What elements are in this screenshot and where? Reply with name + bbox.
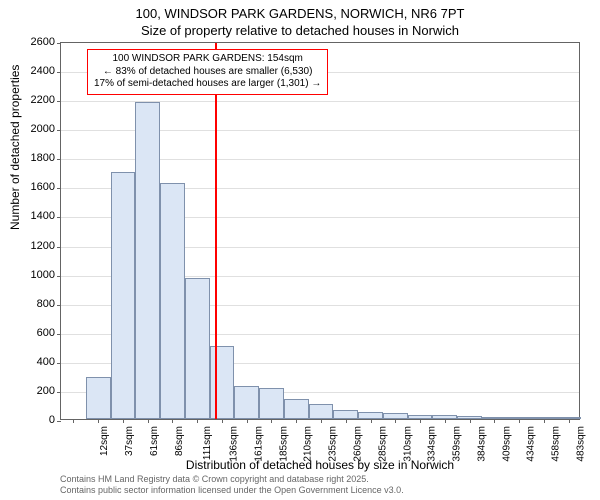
y-tick-label: 1000 xyxy=(15,269,55,281)
annotation-line: ← 83% of detached houses are smaller (6,… xyxy=(94,66,321,79)
annotation-box: 100 WINDSOR PARK GARDENS: 154sqm← 83% of… xyxy=(87,49,328,95)
x-tick-mark xyxy=(371,419,372,423)
histogram-bar xyxy=(210,346,235,419)
histogram-bar xyxy=(111,172,136,419)
x-tick-mark xyxy=(247,419,248,423)
footer-line-2: Contains public sector information licen… xyxy=(60,485,404,496)
x-tick-mark xyxy=(519,419,520,423)
y-tick-mark xyxy=(57,363,61,364)
histogram-bar xyxy=(333,410,358,419)
histogram-bar xyxy=(135,102,160,419)
x-tick-mark xyxy=(98,419,99,423)
histogram-chart: 100, WINDSOR PARK GARDENS, NORWICH, NR6 … xyxy=(0,0,600,500)
x-tick-label: 483sqm xyxy=(575,426,586,462)
histogram-bar xyxy=(259,388,284,419)
x-tick-label: 359sqm xyxy=(452,426,463,462)
y-tick-mark xyxy=(57,43,61,44)
x-tick-label: 161sqm xyxy=(254,426,265,462)
histogram-bar xyxy=(284,399,309,419)
y-tick-label: 2400 xyxy=(15,65,55,77)
histogram-bar xyxy=(160,183,185,419)
x-tick-mark xyxy=(494,419,495,423)
y-tick-mark xyxy=(57,217,61,218)
x-tick-label: 409sqm xyxy=(501,426,512,462)
y-tick-mark xyxy=(57,305,61,306)
x-tick-mark xyxy=(197,419,198,423)
y-tick-mark xyxy=(57,188,61,189)
y-tick-label: 1400 xyxy=(15,210,55,222)
y-tick-mark xyxy=(57,421,61,422)
footer-line-1: Contains HM Land Registry data © Crown c… xyxy=(60,474,404,485)
y-tick-mark xyxy=(57,247,61,248)
y-tick-label: 2000 xyxy=(15,123,55,135)
histogram-bar xyxy=(86,377,111,419)
y-tick-mark xyxy=(57,392,61,393)
chart-title: 100, WINDSOR PARK GARDENS, NORWICH, NR6 … xyxy=(0,0,600,21)
x-tick-mark xyxy=(73,419,74,423)
x-tick-label: 185sqm xyxy=(278,426,289,462)
x-tick-mark xyxy=(346,419,347,423)
y-tick-mark xyxy=(57,130,61,131)
histogram-bar xyxy=(234,386,259,419)
x-tick-mark xyxy=(271,419,272,423)
x-tick-label: 310sqm xyxy=(402,426,413,462)
x-tick-mark xyxy=(222,419,223,423)
plot-area: 100 WINDSOR PARK GARDENS: 154sqm← 83% of… xyxy=(60,42,580,420)
y-tick-label: 1200 xyxy=(15,240,55,252)
y-tick-mark xyxy=(57,72,61,73)
x-tick-label: 136sqm xyxy=(229,426,240,462)
x-tick-mark xyxy=(123,419,124,423)
annotation-line: 17% of semi-detached houses are larger (… xyxy=(94,78,321,91)
y-tick-label: 2200 xyxy=(15,94,55,106)
x-tick-mark xyxy=(420,419,421,423)
x-tick-label: 384sqm xyxy=(476,426,487,462)
x-tick-mark xyxy=(395,419,396,423)
y-tick-label: 1600 xyxy=(15,181,55,193)
y-tick-mark xyxy=(57,276,61,277)
x-tick-label: 210sqm xyxy=(303,426,314,462)
x-tick-label: 12sqm xyxy=(99,426,110,456)
x-tick-mark xyxy=(172,419,173,423)
x-tick-mark xyxy=(445,419,446,423)
y-tick-label: 2600 xyxy=(15,36,55,48)
annotation-line: 100 WINDSOR PARK GARDENS: 154sqm xyxy=(94,53,321,66)
y-tick-mark xyxy=(57,334,61,335)
y-tick-mark xyxy=(57,159,61,160)
y-tick-label: 600 xyxy=(15,327,55,339)
x-tick-label: 285sqm xyxy=(377,426,388,462)
y-tick-label: 400 xyxy=(15,356,55,368)
x-tick-label: 111sqm xyxy=(203,426,214,460)
x-tick-mark xyxy=(569,419,570,423)
x-tick-label: 86sqm xyxy=(174,426,185,456)
x-tick-mark xyxy=(148,419,149,423)
y-tick-label: 1800 xyxy=(15,152,55,164)
x-tick-mark xyxy=(321,419,322,423)
histogram-bar xyxy=(185,278,210,419)
x-tick-label: 260sqm xyxy=(353,426,364,462)
x-tick-label: 458sqm xyxy=(551,426,562,462)
x-tick-mark xyxy=(544,419,545,423)
histogram-bar xyxy=(358,412,383,419)
x-tick-mark xyxy=(470,419,471,423)
y-axis-label: Number of detached properties xyxy=(8,65,22,230)
x-tick-label: 61sqm xyxy=(149,426,160,456)
reference-line xyxy=(215,43,217,419)
y-tick-label: 200 xyxy=(15,385,55,397)
y-tick-label: 800 xyxy=(15,298,55,310)
y-tick-mark xyxy=(57,101,61,102)
histogram-bar xyxy=(309,404,334,419)
chart-footer: Contains HM Land Registry data © Crown c… xyxy=(60,474,404,497)
x-tick-label: 334sqm xyxy=(427,426,438,462)
chart-subtitle: Size of property relative to detached ho… xyxy=(0,21,600,38)
x-tick-mark xyxy=(296,419,297,423)
x-tick-label: 235sqm xyxy=(328,426,339,462)
y-tick-label: 0 xyxy=(15,414,55,426)
x-tick-label: 434sqm xyxy=(526,426,537,462)
x-tick-label: 37sqm xyxy=(124,426,135,456)
